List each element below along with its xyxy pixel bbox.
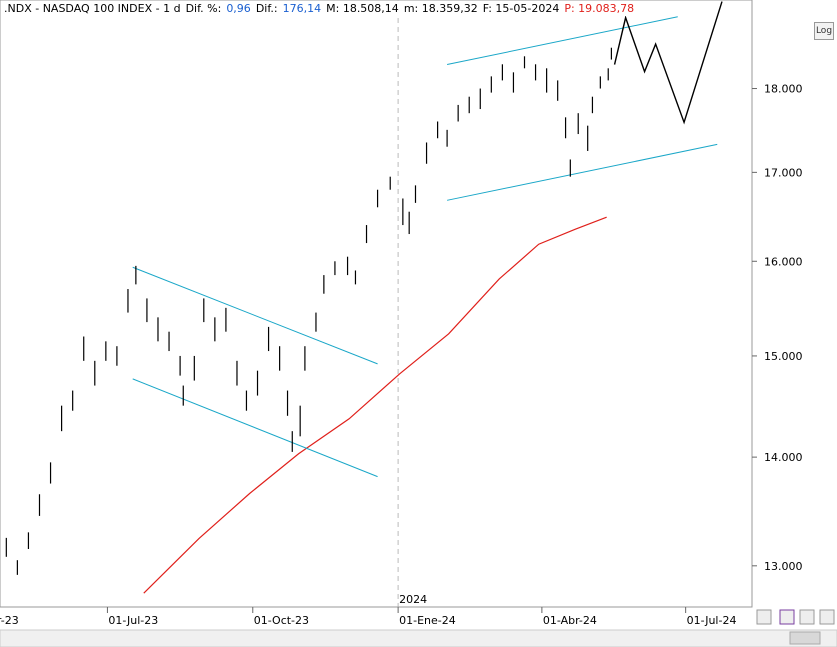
x-tick-label: 01-Jul-23 (108, 614, 158, 627)
x-tick-label: 01-Abr-23 (0, 614, 19, 627)
channel-line (446, 16, 678, 66)
projection-line (613, 1, 723, 125)
header-field: .NDX - NASDAQ 100 INDEX - 1 d (4, 2, 181, 15)
header-field: m: 18.359,32 (403, 2, 478, 15)
close-button[interactable] (819, 609, 835, 625)
plot-area (0, 0, 753, 608)
x-tick-label: 01-Abr-24 (543, 614, 597, 627)
moving-average (143, 216, 607, 594)
y-tick-label: 13.000 (764, 560, 803, 573)
header-field: M: 18.508,14 (326, 2, 399, 15)
scrollbar[interactable] (0, 629, 837, 647)
scroll-thumb[interactable] (789, 631, 821, 645)
save-button[interactable] (779, 609, 795, 625)
y-tick-label: 14.000 (764, 451, 803, 464)
x-tick-label: 01-Ene-24 (399, 614, 456, 627)
header-field: P: 19.083,78 (564, 2, 635, 15)
x-tick-label: 01-Oct-23 (254, 614, 309, 627)
channel-line (446, 143, 718, 201)
year-label: 2024 (399, 593, 427, 606)
header-field: Dif. %: (185, 2, 222, 15)
log-button[interactable]: Log (814, 22, 834, 40)
y-tick-label: 15.000 (764, 350, 803, 363)
plot: 2024 (5, 0, 723, 607)
toolbar-button[interactable] (799, 609, 815, 625)
header-field: Dif.: (255, 2, 278, 15)
channel-line (132, 378, 378, 478)
channel-line (132, 266, 378, 365)
header: .NDX - NASDAQ 100 INDEX - 1 d Dif. %: 0,96… (2, 1, 642, 16)
header-field: 0,96 (226, 2, 251, 15)
header-field: F: 15-05-2024 (482, 2, 560, 15)
y-tick-label: 17.000 (764, 166, 803, 179)
axes: 13.000 14.000 15.000 16.000 17.000 18.000 01-A… (0, 83, 803, 627)
toolbar-button[interactable] (756, 609, 772, 625)
x-tick-label: 01-Jul-24 (687, 614, 737, 627)
x-axis-labels: 01-Abr-23 01-Jul-23 01-Oct-23 01-Ene-24 01-A… (0, 614, 736, 627)
header-field: 176,14 (282, 2, 322, 15)
y-tick-label: 16.000 (764, 255, 803, 268)
y-tick-label: 18.000 (764, 83, 803, 96)
